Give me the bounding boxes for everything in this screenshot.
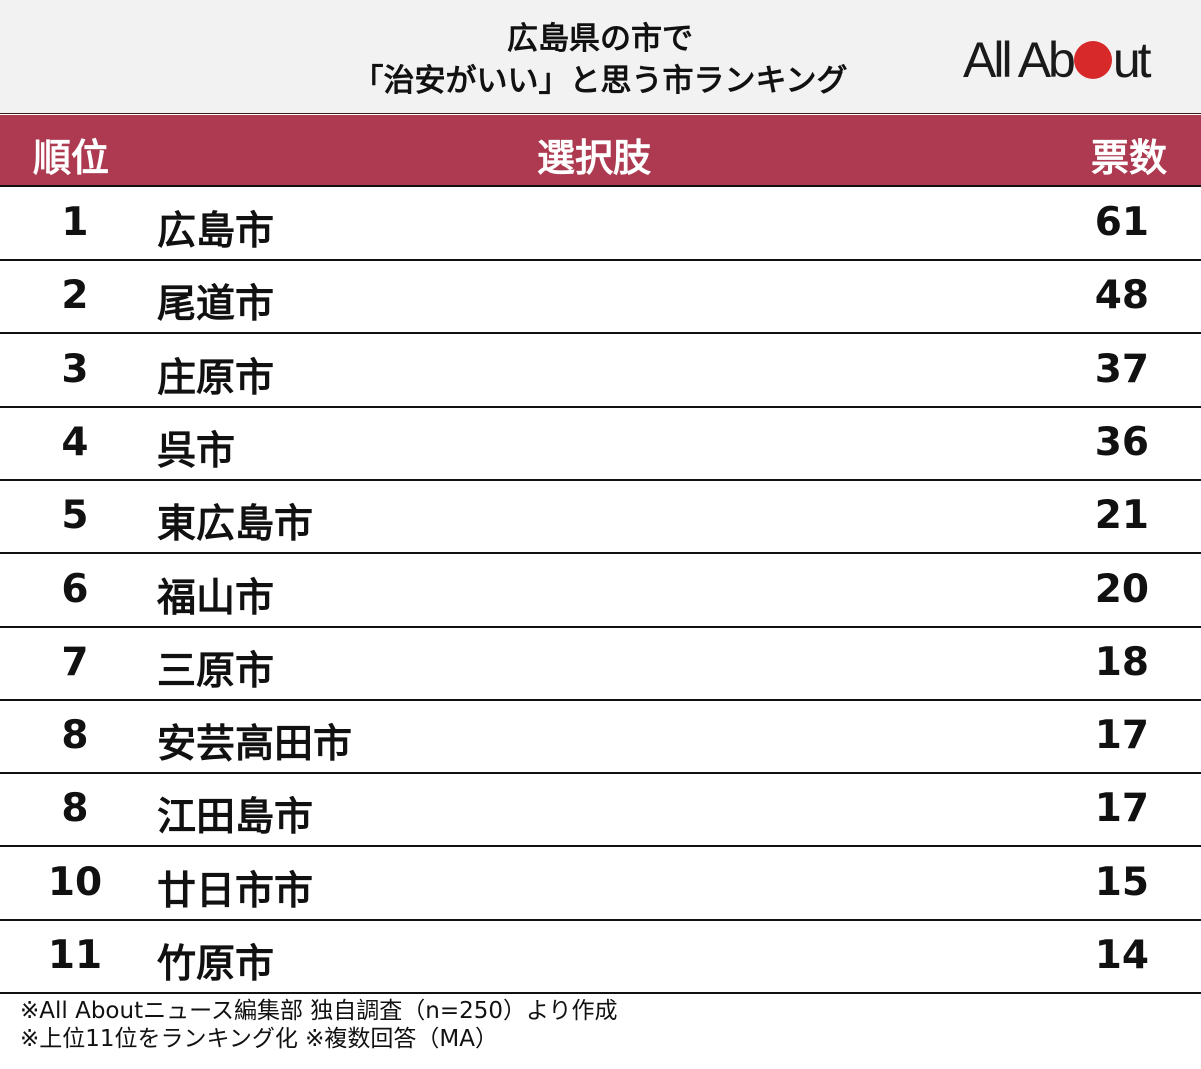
votes-cell: 17 bbox=[1094, 786, 1149, 832]
option-cell: 呉市 bbox=[157, 428, 236, 474]
votes-cell: 61 bbox=[1094, 200, 1149, 245]
logo-text-left: All Ab bbox=[963, 32, 1076, 88]
votes-cell: 48 bbox=[1094, 273, 1149, 319]
table-row: 8 安芸高田市 17 bbox=[0, 701, 1201, 775]
table-row: 6 福山市 20 bbox=[0, 555, 1201, 628]
option-cell: 竹原市 bbox=[157, 942, 275, 987]
votes-cell: 36 bbox=[1094, 419, 1149, 465]
rank-cell: 4 bbox=[61, 419, 89, 465]
rank-cell: 5 bbox=[61, 493, 89, 539]
option-cell: 福山市 bbox=[157, 575, 275, 621]
option-cell: 三原市 bbox=[157, 648, 275, 694]
table-row: 5 東広島市 21 bbox=[0, 481, 1201, 555]
votes-cell: 17 bbox=[1094, 713, 1149, 759]
rank-cell: 10 bbox=[47, 859, 103, 905]
logo-red-dot-icon bbox=[1073, 41, 1112, 79]
votes-cell: 14 bbox=[1094, 933, 1149, 978]
rank-cell: 11 bbox=[47, 933, 103, 978]
page-title: 広島県の市で 「治安がいい」と思う市ランキング bbox=[300, 18, 900, 102]
rank-cell: 3 bbox=[61, 346, 89, 392]
option-cell: 廿日市市 bbox=[157, 868, 314, 914]
votes-cell: 21 bbox=[1094, 493, 1149, 539]
rank-cell: 6 bbox=[61, 566, 89, 612]
option-cell: 東広島市 bbox=[157, 502, 314, 548]
table-row: 1 広島市 61 bbox=[0, 188, 1201, 261]
title-line-1: 広島県の市で bbox=[507, 21, 693, 57]
table-row: 4 呉市 36 bbox=[0, 408, 1201, 481]
option-cell: 広島市 bbox=[157, 209, 275, 254]
column-header-votes: 票数 bbox=[1090, 136, 1167, 180]
logo-text-right: ut bbox=[1112, 32, 1152, 88]
option-cell: 江田島市 bbox=[157, 795, 314, 841]
votes-cell: 20 bbox=[1094, 566, 1149, 612]
rank-cell: 7 bbox=[61, 639, 89, 685]
footnote-source: ※All Aboutニュース編集部 独自調査（n=250）より作成 bbox=[20, 998, 618, 1024]
rank-cell: 8 bbox=[61, 786, 89, 832]
option-cell: 尾道市 bbox=[157, 282, 275, 328]
footnote-method: ※上位11位をランキング化 ※複数回答（MA） bbox=[20, 1026, 499, 1052]
title-bar: 広島県の市で 「治安がいい」と思う市ランキング All Ab ut bbox=[0, 0, 1201, 114]
table-row: 11 竹原市 14 bbox=[0, 921, 1201, 994]
table-header: 順位 選択肢 票数 bbox=[0, 115, 1201, 187]
rank-cell: 1 bbox=[61, 200, 89, 245]
votes-cell: 37 bbox=[1094, 346, 1149, 392]
table-row: 10 廿日市市 15 bbox=[0, 848, 1201, 921]
title-line-2: 「治安がいい」と思う市ランキング bbox=[352, 63, 848, 99]
table-row: 3 庄原市 37 bbox=[0, 335, 1201, 408]
allabout-logo: All Ab ut bbox=[963, 30, 1152, 90]
table-row: 7 三原市 18 bbox=[0, 628, 1201, 701]
column-header-rank: 順位 bbox=[33, 136, 110, 180]
votes-cell: 18 bbox=[1094, 639, 1149, 685]
column-header-option: 選択肢 bbox=[537, 136, 652, 180]
footnotes: ※All Aboutニュース編集部 独自調査（n=250）より作成 ※上位11位… bbox=[20, 997, 618, 1053]
table-row: 8 江田島市 17 bbox=[0, 774, 1201, 848]
rank-cell: 2 bbox=[61, 273, 89, 319]
table-row: 2 尾道市 48 bbox=[0, 261, 1201, 335]
votes-cell: 15 bbox=[1094, 859, 1149, 905]
rank-cell: 8 bbox=[61, 713, 89, 759]
option-cell: 庄原市 bbox=[157, 355, 275, 401]
option-cell: 安芸高田市 bbox=[157, 722, 353, 768]
